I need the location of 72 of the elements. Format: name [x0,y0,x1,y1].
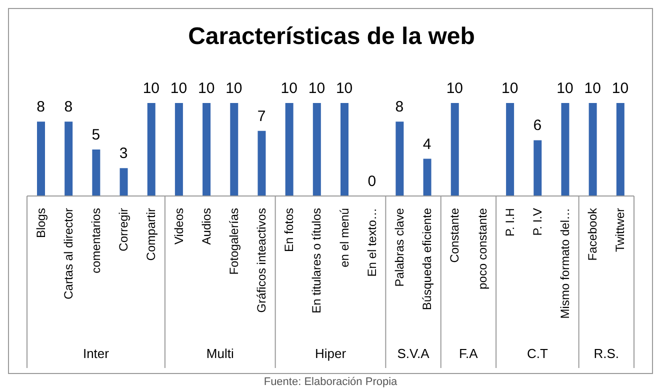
x-tick-label: Twittwer [613,208,628,252]
bar [202,103,211,196]
bar [312,103,321,196]
x-tick-label: Corregir [116,208,131,252]
data-label: 10 [446,80,464,97]
data-label: 10 [198,80,215,97]
x-tick-label: P. I.V [530,208,544,236]
source-note: Fuente: Elaboración Propia [262,376,398,388]
bar [396,122,404,196]
x-tick-label: P. I.H [502,208,517,236]
data-label: 10 [501,80,518,97]
text: Multi [206,346,234,361]
text: F.A [459,346,478,361]
bar [37,122,45,196]
x-tick-label: Búsqueda eficiente [420,208,434,310]
x-tick-label: Audios [199,208,214,245]
x-tick-label: comentarios [88,208,103,274]
data-label: 5 [92,126,100,144]
text: Hiper [314,346,347,361]
chart-title: Características de la web [187,23,476,51]
bar [64,122,73,196]
bar [340,103,348,196]
data-label: 10 [556,80,574,97]
bar [174,103,183,196]
data-label: 10 [336,80,353,97]
text: C.T [526,346,548,361]
bar [258,130,266,196]
x-tick-label: en el menú [337,208,352,268]
x-tick-label: Compartir [144,208,158,261]
bar [285,103,294,196]
text: S.V.A [397,346,430,361]
bar [120,168,128,196]
data-label: 4 [422,136,432,153]
data-label: 10 [308,80,326,97]
data-label: 7 [257,108,266,125]
x-tick-label: Videos [172,208,186,244]
bar [92,150,100,196]
bar [616,103,624,196]
bar [423,158,432,196]
bar [147,103,156,196]
x-tick-label: En titulares o títulos [310,208,324,314]
bar [561,103,570,196]
x-tick-label: Blogs [34,208,48,238]
data-label: 10 [280,80,298,97]
text: Inter [82,346,110,361]
data-label: 10 [170,80,188,97]
x-tick-label: En el texto… [364,208,379,277]
x-tick-label: Palabras clave [392,208,406,287]
data-label: 0 [368,173,376,190]
text: R.S. [594,346,620,361]
x-tick-label: Cartas al director [61,208,76,300]
data-label: 6 [533,117,542,134]
x-tick-label: Fotogalerías [226,208,241,275]
data-label: 10 [226,80,242,97]
bar [534,140,542,196]
x-tick-label: En fotos [282,208,296,252]
x-tick-label: Constante [448,208,462,263]
data-label: 8 [36,98,45,116]
data-label: 10 [612,80,629,97]
x-tick-label: Facebook [586,207,600,261]
bar [588,103,597,196]
data-label: 10 [142,80,160,97]
x-tick-label: poco constante [475,208,490,290]
x-tick-label: Mismo formato del… [558,208,572,319]
data-label: 10 [584,80,601,97]
bar [506,103,514,196]
data-label: 3 [119,145,128,162]
data-label: 8 [64,98,73,116]
data-label: 8 [395,98,404,116]
x-tick-label: Gráficos inteactivos [254,208,269,313]
bar [230,103,238,196]
bar [450,103,459,196]
